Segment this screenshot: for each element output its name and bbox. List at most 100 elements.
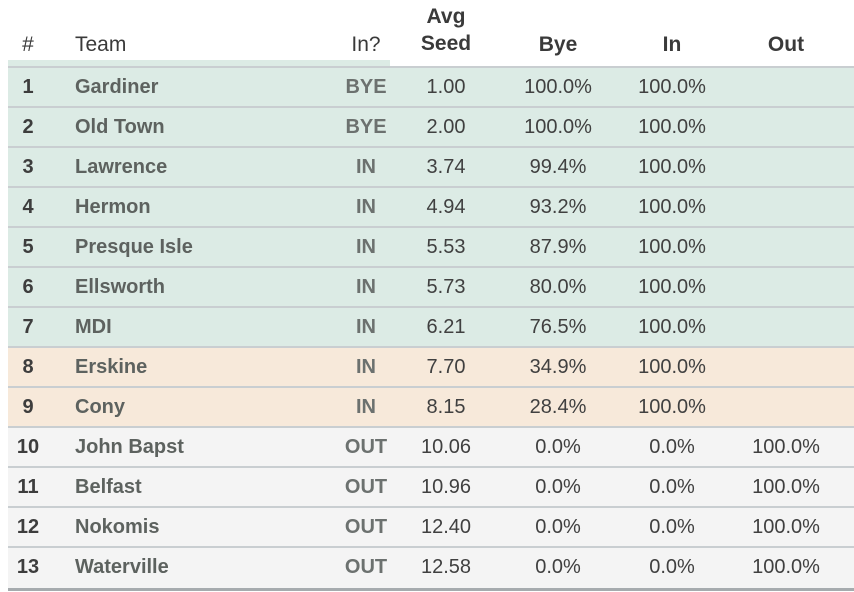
- in-pct-cell: 100.0%: [638, 76, 706, 98]
- bye-pct-cell: 76.5%: [529, 316, 587, 338]
- avg-seed-cell: 10.06: [420, 436, 472, 458]
- avg-seed-cell: 12.40: [420, 516, 472, 538]
- table-bottom-border: [8, 588, 854, 591]
- team-cell: Gardiner: [75, 76, 159, 98]
- avg-seed-cell: 5.53: [426, 236, 466, 258]
- out-pct-cell: [718, 148, 854, 186]
- header-teal-strip: [8, 60, 390, 66]
- table-row: 4 Hermon IN 4.94 93.2% 100.0%: [8, 188, 854, 228]
- table-row: 12 Nokomis OUT 12.40 0.0% 0.0% 100.0%: [8, 508, 854, 548]
- bye-pct-cell: 87.9%: [529, 236, 587, 258]
- avg-seed-cell: 1.00: [426, 76, 466, 98]
- status-cell: OUT: [344, 476, 388, 498]
- avg-seed-cell: 3.74: [426, 156, 466, 178]
- out-pct-cell: [718, 308, 854, 346]
- rank-cell: 10: [16, 436, 40, 458]
- status-cell: OUT: [344, 556, 388, 578]
- bye-pct-cell: 28.4%: [529, 396, 587, 418]
- in-pct-cell: 100.0%: [638, 316, 706, 338]
- in-pct-cell: 0.0%: [649, 516, 695, 538]
- bye-pct-cell: 0.0%: [535, 516, 581, 538]
- in-pct-cell: 0.0%: [649, 436, 695, 458]
- team-cell: Presque Isle: [75, 236, 193, 258]
- avg-seed-cell: 6.21: [426, 316, 466, 338]
- header-avg-seed-line2: Seed: [420, 32, 472, 55]
- out-pct-cell: [718, 108, 854, 146]
- rank-cell: 3: [22, 156, 34, 178]
- rank-cell: 5: [22, 236, 34, 258]
- bye-pct-cell: 0.0%: [535, 436, 581, 458]
- status-cell: IN: [356, 196, 376, 218]
- in-pct-cell: 100.0%: [638, 276, 706, 298]
- header-rank: #: [22, 33, 34, 56]
- bye-pct-cell: 99.4%: [529, 156, 587, 178]
- header-separator-line: [8, 66, 854, 68]
- status-cell: IN: [356, 156, 376, 178]
- team-cell: Hermon: [75, 196, 151, 218]
- rank-cell: 12: [16, 516, 40, 538]
- table-row: 13 Waterville OUT 12.58 0.0% 0.0% 100.0%: [8, 548, 854, 588]
- avg-seed-cell: 4.94: [426, 196, 466, 218]
- table-row: 3 Lawrence IN 3.74 99.4% 100.0%: [8, 148, 854, 188]
- team-cell: Erskine: [75, 356, 148, 378]
- rank-cell: 11: [17, 476, 39, 498]
- table-row: 2 Old Town BYE 2.00 100.0% 100.0%: [8, 108, 854, 148]
- bye-pct-cell: 100.0%: [524, 76, 592, 98]
- table-row: 6 Ellsworth IN 5.73 80.0% 100.0%: [8, 268, 854, 308]
- table-body: 1 Gardiner BYE 1.00 100.0% 100.0% 2 Old …: [8, 68, 854, 588]
- bye-pct-cell: 80.0%: [529, 276, 587, 298]
- avg-seed-cell: 8.15: [426, 396, 466, 418]
- table-header-row: # Team In? Avg Seed Bye In Out: [8, 0, 854, 60]
- out-pct-cell: 100.0%: [752, 436, 820, 458]
- header-out: Out: [767, 33, 805, 56]
- rank-cell: 13: [16, 556, 40, 578]
- in-pct-cell: 100.0%: [638, 196, 706, 218]
- status-cell: BYE: [345, 76, 387, 98]
- table-row: 9 Cony IN 8.15 28.4% 100.0%: [8, 388, 854, 428]
- avg-seed-cell: 7.70: [426, 356, 466, 378]
- out-pct-cell: 100.0%: [752, 516, 820, 538]
- table-row: 5 Presque Isle IN 5.53 87.9% 100.0%: [8, 228, 854, 268]
- status-cell: IN: [356, 316, 376, 338]
- team-cell: John Bapst: [75, 436, 184, 458]
- avg-seed-cell: 5.73: [426, 276, 466, 298]
- team-cell: Ellsworth: [75, 276, 166, 298]
- status-cell: BYE: [345, 116, 387, 138]
- out-pct-cell: [718, 228, 854, 266]
- in-pct-cell: 0.0%: [649, 556, 695, 578]
- out-pct-cell: [718, 188, 854, 226]
- table-row: 8 Erskine IN 7.70 34.9% 100.0%: [8, 348, 854, 388]
- in-pct-cell: 100.0%: [638, 116, 706, 138]
- rank-cell: 7: [22, 316, 34, 338]
- team-cell: Waterville: [75, 556, 169, 578]
- table-row: 10 John Bapst OUT 10.06 0.0% 0.0% 100.0%: [8, 428, 854, 468]
- team-cell: Lawrence: [75, 156, 168, 178]
- rank-cell: 1: [22, 76, 34, 98]
- header-in: In: [662, 33, 682, 56]
- avg-seed-cell: 12.58: [420, 556, 472, 578]
- header-bye: Bye: [538, 33, 578, 56]
- rank-cell: 6: [22, 276, 34, 298]
- rank-cell: 9: [22, 396, 34, 418]
- status-cell: IN: [356, 236, 376, 258]
- status-cell: IN: [356, 356, 376, 378]
- out-pct-cell: [718, 268, 854, 306]
- bye-pct-cell: 34.9%: [529, 356, 587, 378]
- status-cell: IN: [356, 276, 376, 298]
- avg-seed-cell: 2.00: [426, 116, 466, 138]
- rank-cell: 2: [22, 116, 34, 138]
- bye-pct-cell: 93.2%: [529, 196, 587, 218]
- team-cell: MDI: [75, 316, 112, 338]
- out-pct-cell: [718, 388, 854, 426]
- table-row: 11 Belfast OUT 10.96 0.0% 0.0% 100.0%: [8, 468, 854, 508]
- in-pct-cell: 0.0%: [649, 476, 695, 498]
- out-pct-cell: 100.0%: [752, 476, 820, 498]
- bye-pct-cell: 100.0%: [524, 116, 592, 138]
- status-cell: OUT: [344, 436, 388, 458]
- table-row: 7 MDI IN 6.21 76.5% 100.0%: [8, 308, 854, 348]
- bye-pct-cell: 0.0%: [535, 556, 581, 578]
- team-cell: Old Town: [75, 116, 165, 138]
- header-avg-seed: Avg Seed: [402, 3, 490, 57]
- in-pct-cell: 100.0%: [638, 156, 706, 178]
